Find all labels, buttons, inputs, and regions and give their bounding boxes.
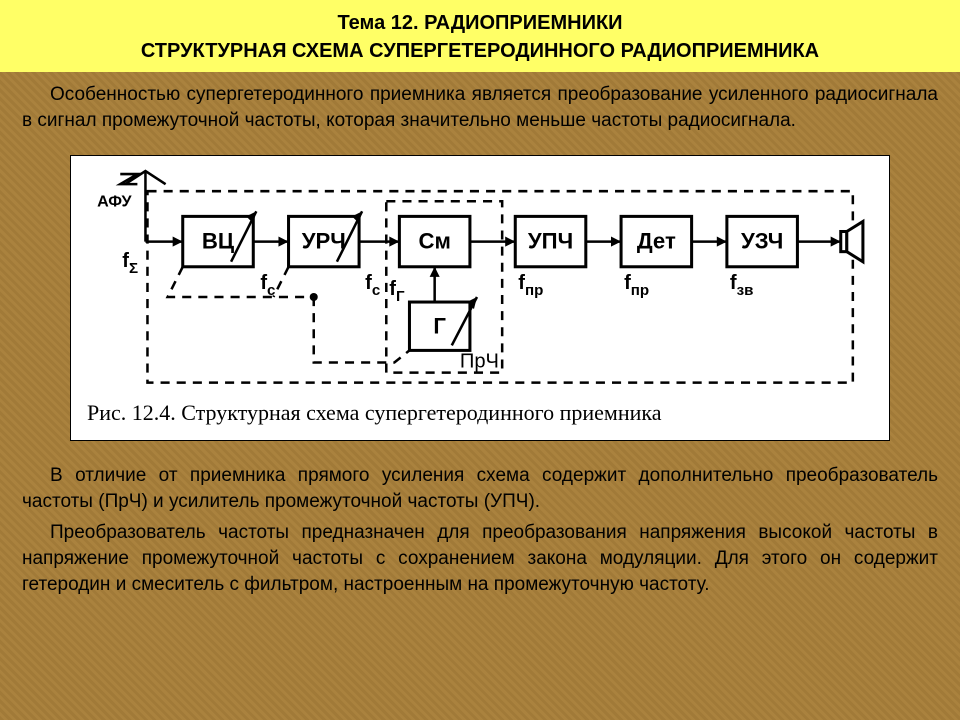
- block-det: Дет: [621, 217, 692, 267]
- svg-text:fпр: fпр: [518, 272, 543, 299]
- block-diagram: АФУ ВЦ УРЧ См УПЧ: [87, 166, 873, 388]
- svg-text:fзв: fзв: [730, 272, 754, 299]
- svg-text:fпр: fпр: [624, 272, 649, 299]
- block-urch: УРЧ: [289, 212, 363, 267]
- svg-text:ВЦ: ВЦ: [202, 229, 235, 254]
- speaker-icon: [841, 222, 863, 262]
- block-upch: УПЧ: [515, 217, 586, 267]
- svg-text:fΣ: fΣ: [122, 250, 138, 277]
- block-uzch: УЗЧ: [727, 217, 798, 267]
- block-sm: См: [399, 217, 470, 267]
- slide-header: Тема 12. РАДИОПРИЕМНИКИ СТРУКТУРНАЯ СХЕМ…: [0, 0, 960, 72]
- slide: Тема 12. РАДИОПРИЕМНИКИ СТРУКТУРНАЯ СХЕМ…: [0, 0, 960, 720]
- svg-text:Г: Г: [433, 314, 446, 339]
- figure-caption: Рис. 12.4. Структурная схема супергетеро…: [87, 400, 873, 426]
- svg-text:См: См: [418, 229, 450, 254]
- svg-text:fГ: fГ: [389, 278, 405, 305]
- body-p2: Преобразователь частоты предназначен для…: [22, 520, 938, 597]
- intro-paragraph: Особенностью супергетеродинного приемник…: [0, 72, 960, 149]
- prch-label: ПрЧ: [460, 351, 499, 373]
- svg-text:УПЧ: УПЧ: [528, 229, 573, 254]
- antenna-label: АФУ: [97, 193, 132, 211]
- figure-box: АФУ ВЦ УРЧ См УПЧ: [70, 155, 890, 441]
- svg-text:fc: fc: [365, 272, 380, 299]
- svg-text:УЗЧ: УЗЧ: [741, 229, 783, 254]
- intro-text: Особенностью супергетеродинного приемник…: [22, 82, 938, 133]
- svg-text:fc: fc: [260, 272, 275, 299]
- block-vc: ВЦ: [183, 212, 257, 267]
- svg-text:УРЧ: УРЧ: [302, 229, 346, 254]
- body-paragraphs: В отличие от приемника прямого усиления …: [0, 441, 960, 613]
- header-line1: Тема 12. РАДИОПРИЕМНИКИ: [20, 10, 940, 36]
- body-p1: В отличие от приемника прямого усиления …: [22, 463, 938, 514]
- header-line2: СТРУКТУРНАЯ СХЕМА СУПЕРГЕТЕРОДИННОГО РАД…: [20, 38, 940, 64]
- block-g: Г: [409, 297, 477, 350]
- svg-text:Дет: Дет: [637, 229, 676, 254]
